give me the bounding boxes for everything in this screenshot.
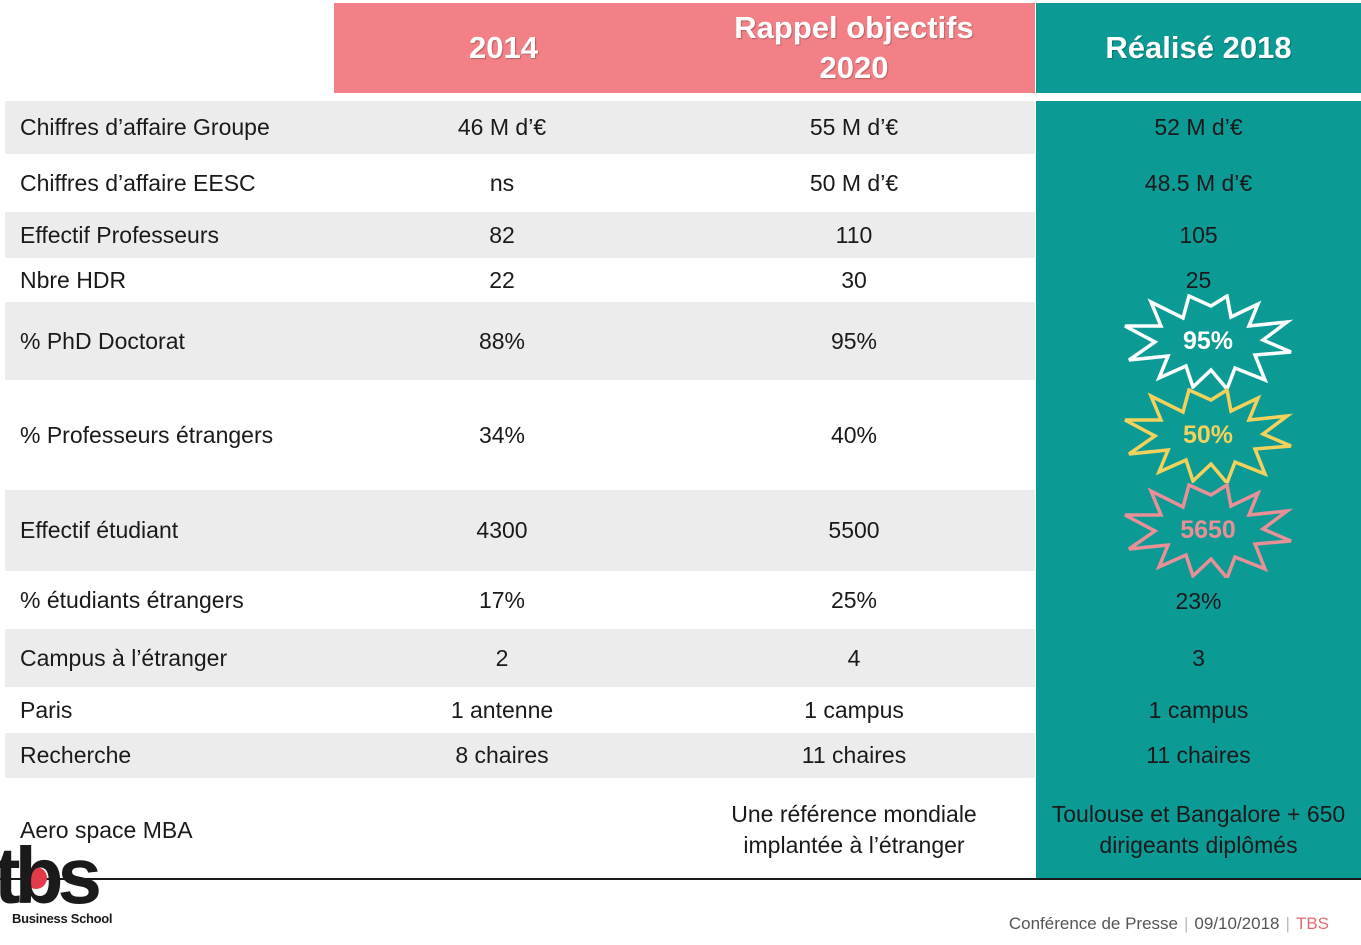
header-realised-label: Réalisé 2018 — [1105, 30, 1292, 65]
value-2014: 88% — [478, 327, 526, 354]
burst-value: 95% — [1182, 327, 1234, 355]
footer-event: Conférence de Presse — [1008, 914, 1178, 933]
value-2014: 8 chaires — [455, 742, 549, 768]
row-label: Effectif Professeurs — [20, 221, 219, 248]
value-objective: 1 campus — [804, 696, 904, 723]
footer-date: 09/10/2018 — [1194, 914, 1280, 933]
value-2014: 17% — [478, 586, 526, 613]
header-2014: 2014 — [334, 3, 673, 93]
row-label: Chiffres d’affaire EESC — [20, 169, 256, 196]
row-label: Campus à l’étranger — [20, 644, 228, 671]
starburst-yellow-icon — [1124, 388, 1293, 483]
table-row: Aero space MBA Une référence mondiale im… — [5, 790, 1035, 870]
table-row: % PhD Doctorat 88% 95% — [5, 302, 1035, 380]
value-2014: 46 M d’€ — [457, 114, 547, 140]
starburst-highlight: 50% — [1123, 388, 1293, 483]
bottom-divider — [0, 878, 1361, 880]
table-row: Effectif étudiant 4300 5500 — [5, 490, 1035, 571]
value-realised-cell: Toulouse et Bangalore + 650 dirigeants d… — [1036, 790, 1361, 870]
table-row: Recherche 8 chaires 11 chaires — [5, 733, 1035, 778]
value-objective: 30 — [841, 266, 867, 293]
value-2014: 82 — [489, 221, 515, 248]
value-realised: 52 M d’€ — [1154, 114, 1243, 140]
value-objective: 4 — [847, 644, 861, 671]
tbs-logo: tbs — [0, 818, 110, 933]
value-objective: 11 chaires — [801, 742, 907, 768]
value-realised: 23% — [1175, 587, 1222, 614]
row-label: % PhD Doctorat — [20, 327, 185, 354]
value-realised: 25 — [1185, 266, 1212, 293]
value-objective: 40% — [830, 421, 878, 448]
row-label: Recherche — [20, 742, 132, 768]
value-realised: 1 campus — [1148, 696, 1249, 723]
table-row: % étudiants étrangers 17% 25% — [5, 571, 1035, 629]
value-objective: Une référence mondiale implantée à l’étr… — [731, 801, 977, 858]
table-row: Chiffres d’affaire Groupe 46 M d’€ 55 M … — [5, 101, 1035, 154]
logo-subtitle: Business School — [12, 911, 113, 926]
row-label: Nbre HDR — [20, 266, 127, 293]
value-2014: 1 antenne — [450, 696, 554, 723]
value-objective: 5500 — [828, 517, 880, 543]
value-objective: 25% — [830, 586, 878, 613]
starburst-pink-icon — [1124, 483, 1293, 578]
logo-text: tbs — [0, 831, 100, 913]
row-label: % étudiants étrangers — [20, 586, 244, 613]
value-realised: 11 chaires — [1146, 742, 1251, 768]
value-realised: 3 — [1192, 644, 1205, 671]
table-row: Chiffres d’affaire EESC ns 50 M d’€ — [5, 154, 1035, 212]
value-realised: Toulouse et Bangalore + 650 dirigeants d… — [1051, 801, 1346, 858]
footer-brand: TBS — [1295, 914, 1329, 933]
value-objective-cell: Une référence mondiale implantée à l’étr… — [675, 790, 1033, 870]
starburst-white-icon — [1124, 294, 1293, 389]
burst-value: 50% — [1182, 421, 1234, 449]
row-label: Effectif étudiant — [20, 517, 179, 543]
header-2014-label: 2014 — [469, 30, 538, 65]
header-realised-2018: Réalisé 2018 — [1036, 3, 1361, 93]
starburst-highlight: 95% — [1123, 294, 1293, 389]
burst-value: 5650 — [1180, 516, 1236, 544]
footer-separator: | — [1285, 914, 1290, 933]
row-label: Chiffres d’affaire Groupe — [20, 114, 270, 140]
row-label: % Professeurs étrangers — [20, 421, 274, 448]
value-2014: 34% — [478, 421, 526, 448]
value-realised: 48.5 M d’€ — [1144, 169, 1253, 196]
value-2014: 2 — [495, 644, 509, 671]
row-label: Aero space MBA — [20, 816, 193, 843]
footer: Conférence de Presse | 09/10/2018 | TBS — [1009, 914, 1329, 934]
table-row: Campus à l’étranger 2 4 — [5, 629, 1035, 687]
value-objective: 55 M d’€ — [809, 114, 899, 140]
starburst-highlight: 5650 — [1123, 483, 1293, 578]
table-row: Paris 1 antenne 1 campus — [5, 687, 1035, 733]
footer-separator: | — [1184, 914, 1189, 933]
value-2014: ns — [489, 169, 515, 196]
header-objectives-2020: Rappel objectifs 2020 — [673, 3, 1035, 93]
value-realised: 105 — [1179, 221, 1218, 248]
header-objectives-label: Rappel objectifs 2020 — [734, 10, 974, 85]
value-2014: 4300 — [476, 517, 528, 543]
table-row: Effectif Professeurs 82 110 — [5, 212, 1035, 258]
value-2014: 22 — [489, 266, 515, 293]
value-objective: 110 — [835, 221, 873, 248]
table-row: % Professeurs étrangers 34% 40% — [5, 380, 1035, 490]
value-objective: 95% — [830, 327, 878, 354]
value-2014 — [337, 790, 667, 870]
table-row: Nbre HDR 22 30 — [5, 258, 1035, 302]
tbs-logo-mark: tbs — [0, 831, 106, 920]
row-label: Paris — [20, 696, 73, 723]
value-objective: 50 M d’€ — [809, 169, 899, 196]
